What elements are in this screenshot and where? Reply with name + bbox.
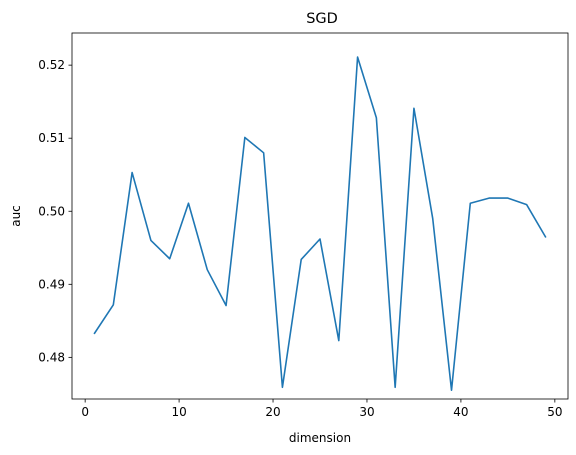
data-point — [111, 303, 115, 307]
y-tick-label: 0.48 — [38, 350, 65, 364]
series-layer — [93, 55, 547, 392]
data-point — [130, 171, 134, 175]
data-point — [487, 196, 491, 200]
plot-frame — [71, 32, 569, 400]
y-tick-label: 0.50 — [38, 204, 65, 218]
data-point — [506, 196, 510, 200]
data-point — [168, 257, 172, 261]
chart-title: SGD — [306, 11, 338, 27]
data-point — [431, 217, 435, 221]
data-point — [262, 151, 266, 155]
data-point — [93, 331, 97, 335]
x-tick-label: 10 — [171, 405, 186, 419]
y-axis-label: auc — [9, 205, 23, 227]
data-point — [205, 268, 209, 272]
x-tick-label: 30 — [359, 405, 374, 419]
data-point — [149, 238, 153, 242]
ticks-layer: 0 10 20 30 40 50 0.48 0.49 0.50 0.51 0.52 — [38, 58, 562, 419]
x-tick-label: 20 — [265, 405, 280, 419]
data-point — [280, 385, 284, 389]
y-tick-label: 0.52 — [38, 58, 65, 72]
data-point — [450, 388, 454, 392]
data-point — [318, 237, 322, 241]
x-tick-label: 0 — [81, 405, 89, 419]
y-tick-label: 0.51 — [38, 131, 65, 145]
series-line-auc — [93, 56, 547, 392]
data-point — [186, 201, 190, 205]
data-point — [468, 201, 472, 205]
x-tick-label: 50 — [547, 405, 562, 419]
data-point — [374, 116, 378, 120]
data-point — [356, 55, 360, 59]
x-tick-label: 40 — [453, 405, 468, 419]
data-point — [543, 235, 547, 239]
data-point — [412, 106, 416, 110]
data-point — [525, 203, 529, 207]
data-point — [224, 303, 228, 307]
x-axis-label: dimension — [289, 431, 351, 445]
y-tick-label: 0.49 — [38, 277, 65, 291]
plot-area — [72, 33, 568, 399]
data-point — [337, 339, 341, 343]
data-point — [243, 135, 247, 139]
data-point — [299, 257, 303, 261]
data-point — [393, 385, 397, 389]
